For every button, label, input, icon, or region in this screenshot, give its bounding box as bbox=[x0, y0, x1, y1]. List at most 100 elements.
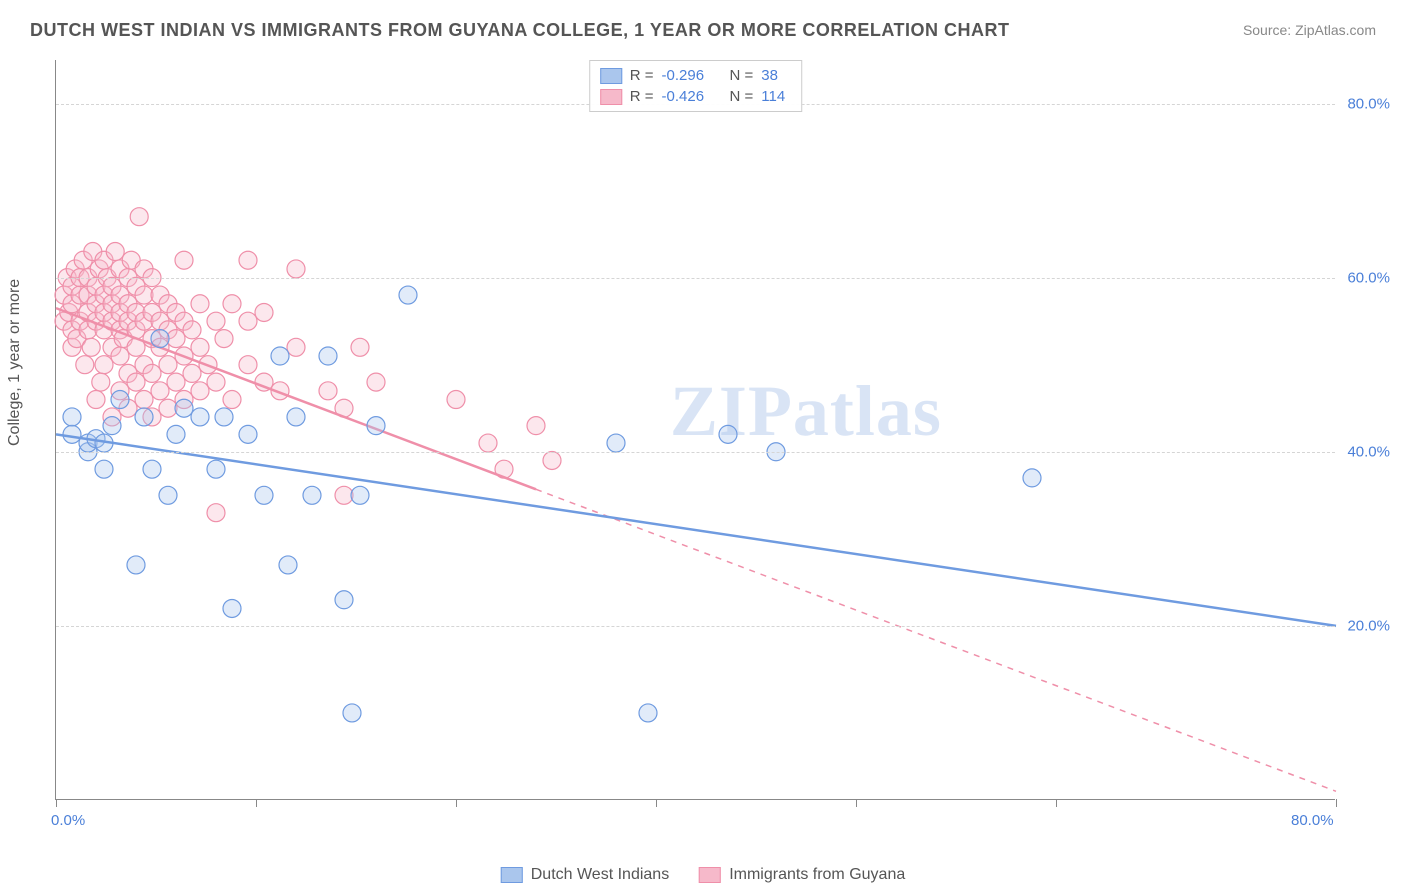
scatter-point-blue bbox=[223, 599, 241, 617]
scatter-point-blue bbox=[135, 408, 153, 426]
y-axis-label: College, 1 year or more bbox=[6, 279, 24, 446]
scatter-point-blue bbox=[719, 425, 737, 443]
scatter-point-blue bbox=[303, 486, 321, 504]
scatter-point-blue bbox=[167, 425, 185, 443]
scatter-point-pink bbox=[207, 312, 225, 330]
r-label: R = bbox=[630, 88, 654, 105]
scatter-point-pink bbox=[159, 356, 177, 374]
scatter-point-pink bbox=[127, 373, 145, 391]
y-tick-label: 40.0% bbox=[1347, 443, 1390, 460]
gridline bbox=[56, 626, 1335, 627]
gridline bbox=[56, 278, 1335, 279]
trend-line-pink-dashed bbox=[536, 489, 1336, 791]
source-attribution: Source: ZipAtlas.com bbox=[1243, 22, 1376, 38]
chart-title: DUTCH WEST INDIAN VS IMMIGRANTS FROM GUY… bbox=[30, 20, 1010, 41]
x-tick bbox=[1056, 799, 1057, 807]
y-tick-label: 20.0% bbox=[1347, 617, 1390, 634]
scatter-point-pink bbox=[183, 364, 201, 382]
scatter-point-blue bbox=[63, 408, 81, 426]
scatter-point-pink bbox=[87, 391, 105, 409]
scatter-point-pink bbox=[255, 303, 273, 321]
gridline bbox=[56, 452, 1335, 453]
scatter-point-pink bbox=[239, 312, 257, 330]
scatter-point-pink bbox=[191, 295, 209, 313]
scatter-point-pink bbox=[447, 391, 465, 409]
scatter-point-pink bbox=[215, 330, 233, 348]
scatter-point-pink bbox=[479, 434, 497, 452]
scatter-point-pink bbox=[175, 251, 193, 269]
scatter-point-blue bbox=[1023, 469, 1041, 487]
scatter-point-blue bbox=[143, 460, 161, 478]
scatter-point-blue bbox=[159, 486, 177, 504]
scatter-point-pink bbox=[239, 251, 257, 269]
x-tick-label: 0.0% bbox=[51, 812, 85, 829]
scatter-point-pink bbox=[527, 417, 545, 435]
scatter-point-blue bbox=[127, 556, 145, 574]
scatter-point-pink bbox=[207, 373, 225, 391]
y-tick-label: 60.0% bbox=[1347, 269, 1390, 286]
scatter-point-pink bbox=[143, 364, 161, 382]
scatter-point-pink bbox=[239, 356, 257, 374]
scatter-point-blue bbox=[367, 417, 385, 435]
scatter-point-blue bbox=[111, 391, 129, 409]
scatter-point-blue bbox=[239, 425, 257, 443]
scatter-point-pink bbox=[151, 382, 169, 400]
x-tick bbox=[656, 799, 657, 807]
legend-label-pink: Immigrants from Guyana bbox=[729, 866, 905, 884]
legend-swatch-pink bbox=[699, 867, 721, 883]
y-tick-label: 80.0% bbox=[1347, 95, 1390, 112]
scatter-point-blue bbox=[319, 347, 337, 365]
scatter-point-pink bbox=[82, 338, 100, 356]
scatter-point-pink bbox=[130, 208, 148, 226]
scatter-point-blue bbox=[215, 408, 233, 426]
scatter-point-blue bbox=[103, 417, 121, 435]
scatter-point-blue bbox=[95, 460, 113, 478]
x-tick-label: 80.0% bbox=[1291, 812, 1334, 829]
scatter-point-blue bbox=[279, 556, 297, 574]
legend-label-blue: Dutch West Indians bbox=[531, 866, 669, 884]
legend-swatch-pink bbox=[600, 89, 622, 105]
scatter-point-pink bbox=[367, 373, 385, 391]
scatter-point-pink bbox=[92, 373, 110, 391]
legend-swatch-blue bbox=[600, 68, 622, 84]
scatter-point-pink bbox=[135, 286, 153, 304]
scatter-point-pink bbox=[167, 330, 185, 348]
scatter-point-pink bbox=[287, 260, 305, 278]
scatter-point-blue bbox=[343, 704, 361, 722]
scatter-point-pink bbox=[95, 356, 113, 374]
n-value-pink: 114 bbox=[761, 88, 791, 105]
scatter-point-pink bbox=[319, 382, 337, 400]
legend-row-blue: R = -0.296 N = 38 bbox=[600, 65, 792, 86]
x-tick bbox=[856, 799, 857, 807]
legend-item-pink: Immigrants from Guyana bbox=[699, 866, 905, 884]
scatter-point-blue bbox=[351, 486, 369, 504]
scatter-point-blue bbox=[175, 399, 193, 417]
scatter-point-pink bbox=[351, 338, 369, 356]
r-label: R = bbox=[630, 67, 654, 84]
x-tick bbox=[256, 799, 257, 807]
r-value-blue: -0.296 bbox=[662, 67, 712, 84]
scatter-point-pink bbox=[207, 504, 225, 522]
chart-plot-area: ZIPatlas R = -0.296 N = 38 R = -0.426 N … bbox=[55, 60, 1335, 800]
scatter-point-blue bbox=[191, 408, 209, 426]
scatter-point-pink bbox=[167, 373, 185, 391]
trend-line-blue bbox=[56, 434, 1336, 626]
scatter-point-blue bbox=[271, 347, 289, 365]
scatter-point-pink bbox=[76, 356, 94, 374]
x-tick bbox=[56, 799, 57, 807]
scatter-point-pink bbox=[135, 391, 153, 409]
scatter-point-pink bbox=[191, 382, 209, 400]
x-tick bbox=[1336, 799, 1337, 807]
scatter-point-blue bbox=[151, 330, 169, 348]
n-label: N = bbox=[730, 67, 754, 84]
scatter-point-blue bbox=[255, 486, 273, 504]
scatter-point-pink bbox=[183, 321, 201, 339]
scatter-point-blue bbox=[207, 460, 225, 478]
r-value-pink: -0.426 bbox=[662, 88, 712, 105]
scatter-point-blue bbox=[335, 591, 353, 609]
scatter-svg bbox=[56, 60, 1335, 799]
scatter-point-pink bbox=[106, 243, 124, 261]
x-tick bbox=[456, 799, 457, 807]
correlation-legend: R = -0.296 N = 38 R = -0.426 N = 114 bbox=[589, 60, 803, 112]
series-legend: Dutch West Indians Immigrants from Guyan… bbox=[501, 866, 906, 884]
